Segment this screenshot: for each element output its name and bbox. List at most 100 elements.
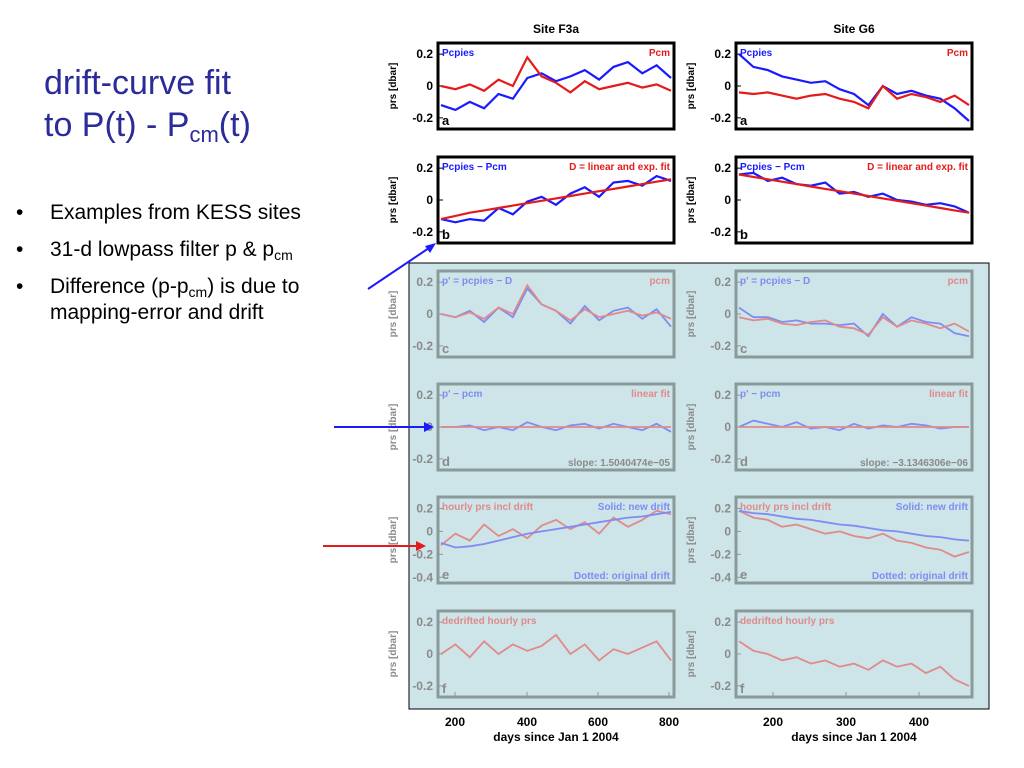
series-line-2: [738, 173, 970, 214]
y-tick-label: 0: [426, 307, 433, 321]
bullet-subscript: cm: [188, 284, 208, 300]
panel-letter: f: [740, 681, 745, 696]
y-axis-label: prs [dbar]: [388, 631, 399, 678]
series-label-right: D = linear and exp. fit: [867, 162, 969, 173]
bullet-text: Difference (p-p: [50, 275, 189, 298]
pointer-arrowhead-b: [425, 243, 436, 253]
series-line-2: [738, 509, 970, 542]
y-tick-label: -0.2: [412, 111, 433, 125]
plot-frame-b: [734, 155, 974, 245]
title-line-1: drift-curve fit: [44, 64, 232, 102]
x-tick-label: 400: [909, 715, 929, 729]
series-line-2: [738, 316, 970, 336]
y-axis-label: prs [dbar]: [388, 291, 399, 338]
panel-letter: d: [442, 454, 450, 469]
series-label-right: D = linear and exp. fit: [569, 162, 671, 173]
y-tick-label: -0.2: [710, 547, 731, 561]
y-axis-label: prs [dbar]: [388, 517, 399, 564]
x-tick-label: 200: [445, 715, 465, 729]
y-tick-label: 0: [426, 79, 433, 93]
chart-title: Site G6: [833, 22, 875, 36]
series-label-right: Solid: new drift: [896, 502, 969, 513]
y-tick-label: 0.2: [416, 501, 433, 515]
series-line-2: [440, 55, 672, 94]
series-label: hourly prs incl drift: [740, 502, 832, 513]
y-axis-label: prs [dbar]: [686, 291, 697, 338]
y-tick-label: 0: [426, 524, 433, 538]
series-label: Pcpies: [740, 48, 773, 59]
panel-letter: b: [740, 227, 748, 242]
series-label-right: pcm: [649, 276, 670, 287]
series-line-1: [440, 60, 672, 112]
plot-frame-e: [734, 495, 974, 585]
y-tick-label: 0.2: [714, 615, 731, 629]
bullet-text: Examples from KESS sites: [50, 201, 301, 224]
x-tick-label: 800: [659, 715, 679, 729]
series-label-right: linear fit: [929, 389, 969, 400]
x-axis-label: days since Jan 1 2004: [493, 730, 619, 744]
bullet-subscript: cm: [274, 247, 293, 263]
series-label: p' = pcpies − D: [442, 276, 512, 287]
series-line-1: [440, 509, 672, 546]
y-tick-label: 0.2: [416, 161, 433, 175]
y-tick-label: 0.2: [714, 501, 731, 515]
series-label: p' − pcm: [442, 389, 483, 400]
title-line-2: to P(t) - Pcm(t): [44, 104, 374, 146]
panel-letter: c: [740, 341, 747, 356]
y-axis-label: prs [dbar]: [686, 404, 697, 451]
y-tick-label: -0.2: [412, 339, 433, 353]
series-label: p' − pcm: [740, 389, 781, 400]
series-label-right: Pcm: [947, 48, 968, 59]
x-tick-label: 200: [763, 715, 783, 729]
y-tick-label: 0: [724, 420, 731, 434]
y-tick-label: 0: [426, 193, 433, 207]
series-line-1: [738, 306, 970, 338]
panel-annotation: Dotted: original drift: [574, 571, 671, 582]
y-tick-label: -0.2: [710, 679, 731, 693]
y-tick-label: 0.2: [416, 615, 433, 629]
y-axis-label: prs [dbar]: [388, 63, 399, 110]
series-line-1: [738, 171, 970, 214]
y-tick-label: -0.2: [710, 111, 731, 125]
series-line-1: [441, 421, 672, 433]
series-label: Pcpies − Pcm: [442, 162, 507, 173]
chart-panels: Site F3a 0.2 0 -0.2 prs [dbar] a Pcpies Pcm 0.2 0…: [388, 22, 974, 744]
pointer-arrow-b: [367, 245, 433, 290]
panel-letter: a: [442, 113, 450, 128]
series-line-1: [440, 633, 672, 662]
title-line-2-main: to P(t) - P: [44, 106, 190, 144]
panel-letter: f: [442, 681, 447, 696]
y-tick-label: 0.2: [416, 47, 433, 61]
panel-letter: d: [740, 454, 748, 469]
series-line-1: [440, 174, 672, 224]
chart-title: Site F3a: [533, 22, 579, 36]
series-label: dedrifted hourly prs: [442, 616, 537, 627]
y-axis-label: prs [dbar]: [686, 517, 697, 564]
x-tick-label: 400: [517, 715, 537, 729]
series-label-right: linear fit: [631, 389, 671, 400]
series-line-2: [440, 178, 672, 221]
bullet-item: 31-d lowpass filter p & pcm: [10, 237, 370, 263]
y-tick-label: 0.2: [714, 161, 731, 175]
series-label: p' = pcpies − D: [740, 276, 810, 287]
series-label: Pcpies: [442, 48, 475, 59]
series-line-2: [738, 84, 970, 110]
pointer-arrowhead-d: [424, 422, 434, 432]
series-label: dedrifted hourly prs: [740, 616, 835, 627]
series-line-2: [440, 511, 672, 549]
bullet-item: Difference (p-pcm) is due to mapping-err…: [10, 274, 370, 326]
y-tick-label: -0.2: [412, 452, 433, 466]
y-tick-label: -0.2: [412, 679, 433, 693]
y-tick-label: 0.2: [416, 275, 433, 289]
y-axis-label: prs [dbar]: [686, 63, 697, 110]
title-line-2-end: (t): [218, 106, 251, 144]
y-tick-label: 0.2: [714, 47, 731, 61]
y-tick-label: -0.2: [710, 452, 731, 466]
y-tick-label: -0.2: [412, 225, 433, 239]
x-axis-label: days since Jan 1 2004: [791, 730, 917, 744]
series-label-right: Pcm: [649, 48, 670, 59]
panel-letter: b: [442, 227, 450, 242]
plot-frame-e: [436, 495, 676, 585]
y-tick-label: -0.2: [710, 339, 731, 353]
